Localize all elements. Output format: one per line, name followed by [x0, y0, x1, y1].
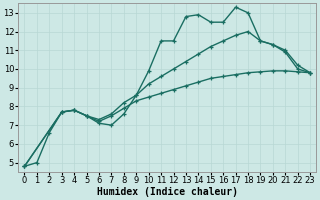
X-axis label: Humidex (Indice chaleur): Humidex (Indice chaleur) — [97, 186, 238, 197]
